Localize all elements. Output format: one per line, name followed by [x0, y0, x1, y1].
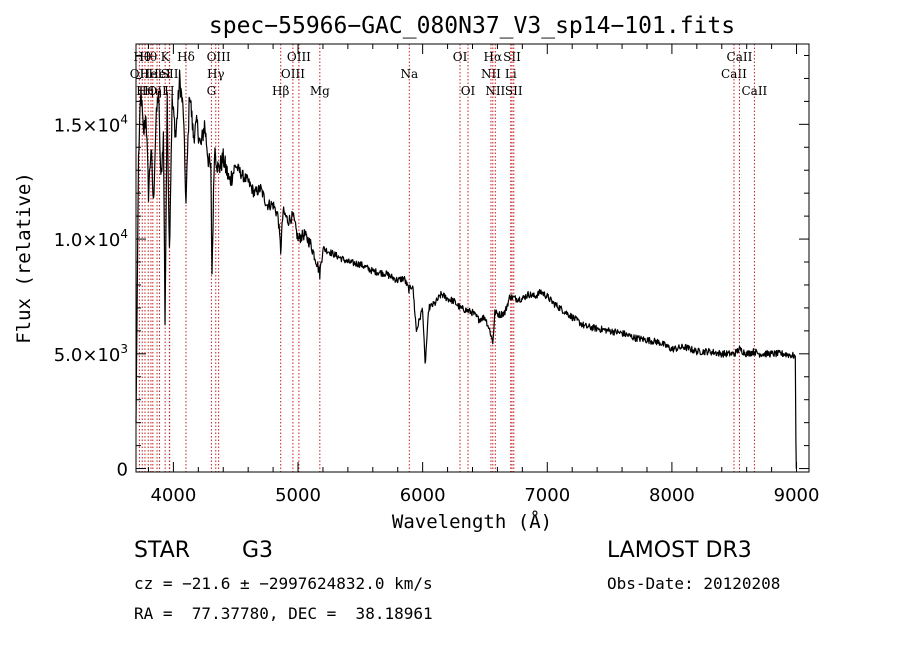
obs-date-text: Obs-Date: 20120208 — [607, 574, 781, 593]
x-tick-label-3: 7000 — [524, 485, 570, 506]
spectral-line-label-27: SII — [505, 84, 523, 98]
spectral-line-label-14: OIII — [207, 50, 231, 64]
spectral-line-markers: OIIHθHηHθHeIHηOIIHeIKHSIIHδGHγOIIIHβOIII… — [130, 44, 768, 472]
plot-frame — [135, 43, 810, 473]
spectral-line-label-17: OIII — [287, 50, 311, 64]
spectral-line-label-13: Hγ — [207, 67, 225, 81]
spectrum-series-line — [135, 69, 797, 469]
x-axis-label: Wavelength (Å) — [392, 510, 552, 533]
spectral-line-label-15: Hβ — [272, 84, 289, 98]
spectral-line-label-1: Hθ — [133, 50, 151, 64]
spectral-line-label-28: CaII — [721, 67, 747, 81]
spectral-line-label-4: HeI — [140, 67, 163, 81]
spectral-line-label-19: Na — [400, 67, 418, 81]
spectral-line-label-30: CaII — [741, 84, 767, 98]
spectral-line-label-24: NII — [485, 84, 505, 98]
x-tick-label-4: 8000 — [649, 485, 695, 506]
spectral-line-label-12: G — [207, 84, 217, 98]
y-tick-label-0: 0 — [117, 460, 128, 481]
spectral-line-label-25: Li — [505, 67, 517, 81]
y-tick-label-3: 1.5×104 — [54, 112, 128, 136]
spectral-line-label-0: OII — [130, 67, 150, 81]
object-type-label: STAR — [134, 538, 191, 563]
spectral-line-label-26: SII — [503, 50, 521, 64]
spectral-line-label-22: NII — [481, 67, 501, 81]
spectral-line-label-16: OIII — [281, 67, 305, 81]
subclass-label: G3 — [242, 538, 274, 563]
spectral-line-label-7: HeI — [148, 67, 171, 81]
x-tick-label-2: 6000 — [400, 485, 446, 506]
y-axis-label: Flux (relative) — [13, 172, 35, 344]
x-tick-label-1: 5000 — [275, 485, 321, 506]
spectral-line-label-29: CaII — [727, 50, 753, 64]
x-tick-label-0: 4000 — [150, 485, 196, 506]
survey-label: LAMOST DR3 — [607, 538, 752, 563]
chart-title: spec−55966−GAC_080N37_V3_sp14−101.fits — [209, 13, 735, 39]
spectral-line-label-11: Hδ — [177, 50, 195, 64]
x-tick-label-5: 9000 — [774, 485, 820, 506]
x-axis-ticks: 4000 5000 6000 7000 8000 9000 — [147, 44, 820, 506]
y-tick-label-1: 5.0×103 — [54, 342, 128, 366]
redshift-text: cz = −21.6 ± −2997624832.0 km/s — [134, 574, 433, 593]
y-tick-label-2: 1.0×104 — [54, 227, 128, 251]
y-axis-ticks: 0 5.0×103 1.0×104 1.5×104 — [54, 54, 809, 481]
coordinates-text: RA = 77.37780, DEC = 38.18961 — [134, 604, 433, 623]
spectral-line-label-6: OII — [147, 84, 167, 98]
spectral-line-label-18: Mg — [310, 84, 330, 98]
spectral-line-label-21: OI — [461, 84, 476, 98]
spectral-line-label-3: Hθ — [139, 50, 157, 64]
spectral-line-label-23: Hα — [484, 50, 503, 64]
spectral-line-label-8: K — [161, 50, 171, 64]
spectral-line-label-20: OI — [453, 50, 468, 64]
spectral-line-label-10: SII — [161, 67, 179, 81]
